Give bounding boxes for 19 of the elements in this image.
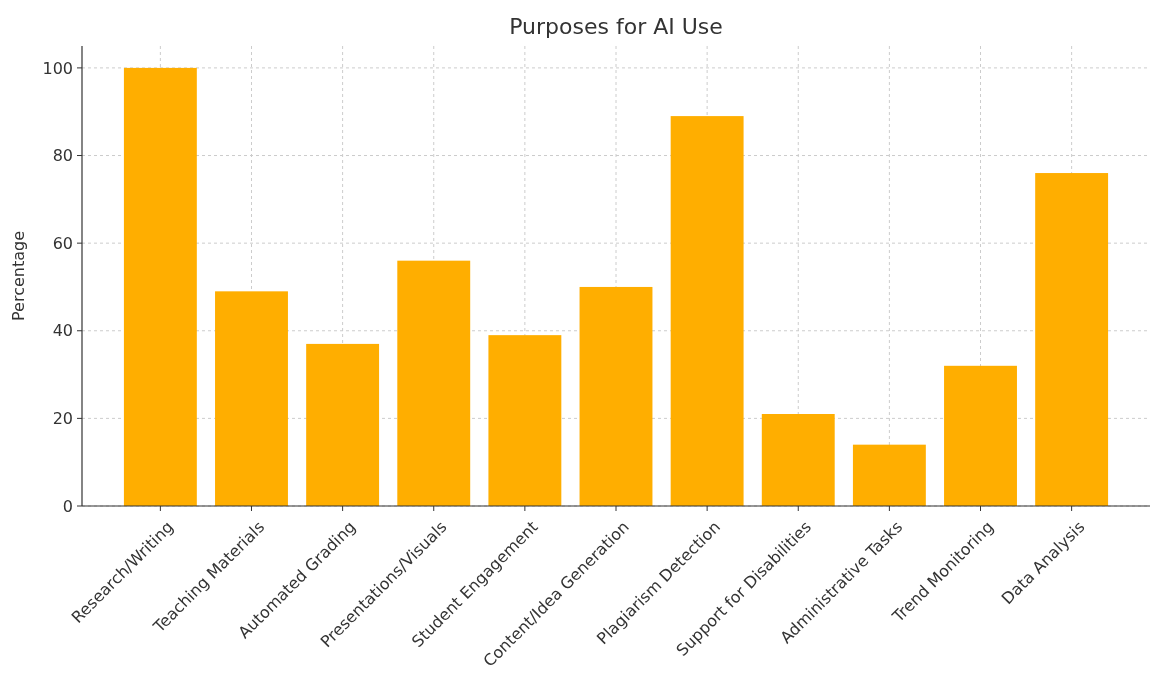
bar: [123, 67, 197, 506]
y-tick-label: 20: [52, 408, 73, 428]
bar: [761, 414, 835, 506]
y-axis-title: Percentage: [9, 230, 28, 322]
y-tick-label: 100: [42, 58, 73, 78]
bar: [306, 343, 380, 506]
bar: [579, 286, 653, 506]
bar: [488, 335, 562, 506]
bar: [670, 116, 744, 506]
y-tick-label: 0: [62, 496, 73, 516]
y-tick-label: 40: [52, 321, 73, 341]
y-tick-label: 80: [52, 146, 73, 166]
bar: [1035, 173, 1109, 506]
bar: [852, 444, 926, 506]
y-tick-label: 60: [52, 233, 73, 253]
bar: [944, 365, 1017, 506]
bar: [397, 260, 471, 506]
chart-title: Purposes for AI Use: [509, 14, 723, 39]
bar: [215, 291, 288, 506]
